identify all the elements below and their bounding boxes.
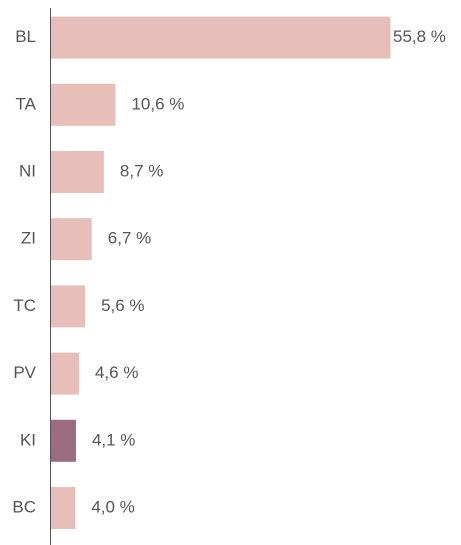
value-label: 8,7 % (120, 161, 163, 180)
bar (51, 218, 92, 261)
y-tick-label: TA (16, 94, 37, 113)
y-tick-label: ZI (21, 229, 36, 248)
value-label: 4,0 % (91, 497, 134, 516)
value-label: 10,6 % (131, 94, 184, 113)
y-tick-label: BL (15, 27, 36, 46)
bar (51, 419, 76, 462)
bar (51, 487, 76, 529)
bar (51, 285, 86, 328)
y-tick-label: BC (12, 497, 36, 516)
value-label: 5,6 % (101, 296, 144, 315)
value-label: 4,1 % (92, 430, 135, 449)
bar (51, 151, 104, 193)
bar (51, 16, 391, 59)
value-label: 6,7 % (108, 229, 151, 248)
value-label: 55,8 % (393, 27, 446, 46)
y-tick-label: TC (13, 296, 36, 315)
bar (51, 352, 79, 395)
bar (51, 83, 116, 126)
y-tick-label: NI (19, 161, 36, 180)
value-label: 4,6 % (95, 363, 138, 382)
y-tick-label: KI (20, 430, 36, 449)
y-tick-label: PV (13, 363, 36, 382)
